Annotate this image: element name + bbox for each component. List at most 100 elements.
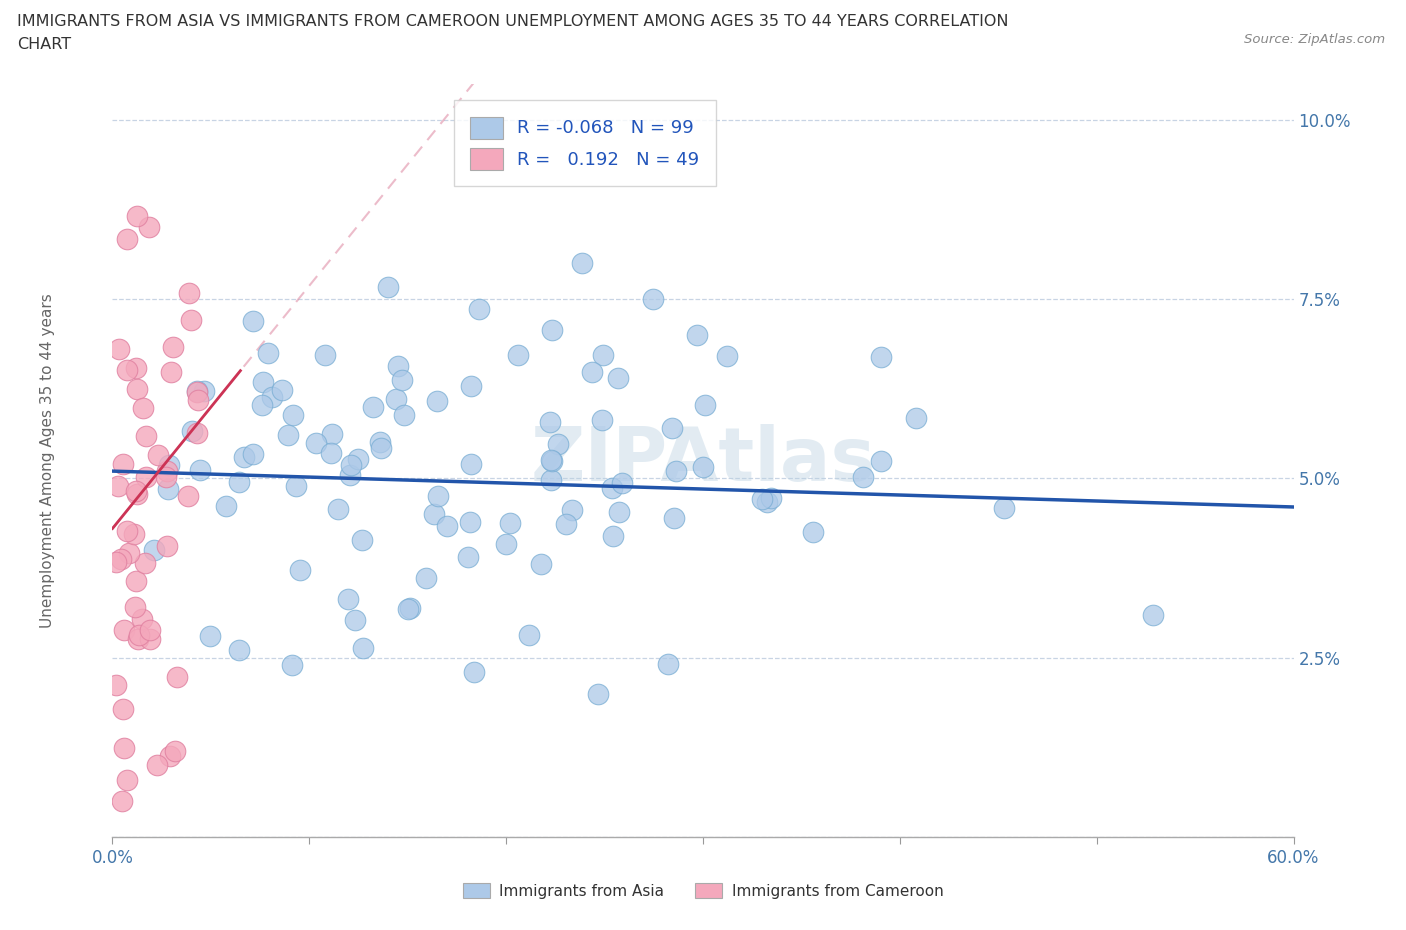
Point xyxy=(665,463,688,478)
Point xyxy=(1142,607,1164,622)
Point xyxy=(252,374,274,389)
Text: Source: ZipAtlas.com: Source: ZipAtlas.com xyxy=(1244,33,1385,46)
Point xyxy=(242,446,264,461)
Point xyxy=(385,392,408,406)
Point xyxy=(163,743,186,758)
Text: ZIPAtlas: ZIPAtlas xyxy=(530,424,876,497)
Point xyxy=(156,538,179,553)
Point xyxy=(540,472,562,487)
Point xyxy=(270,382,292,397)
Point xyxy=(115,363,138,378)
Point xyxy=(458,514,481,529)
Point xyxy=(186,425,208,440)
Point xyxy=(561,502,583,517)
Text: CHART: CHART xyxy=(17,37,70,52)
Point xyxy=(693,397,716,412)
Point xyxy=(142,543,165,558)
Point xyxy=(751,492,773,507)
Point xyxy=(112,622,135,637)
Point xyxy=(215,498,238,513)
Point xyxy=(135,470,157,485)
Point xyxy=(177,488,200,503)
Point xyxy=(186,384,208,399)
Point xyxy=(591,412,613,427)
Point xyxy=(138,219,160,234)
Point xyxy=(340,458,363,472)
Point xyxy=(352,640,374,655)
Point xyxy=(260,390,283,405)
Point xyxy=(463,664,485,679)
Legend: Immigrants from Asia, Immigrants from Cameroon: Immigrants from Asia, Immigrants from Ca… xyxy=(457,876,949,905)
Point xyxy=(716,349,738,364)
Point xyxy=(108,341,131,356)
Point xyxy=(436,519,458,534)
Point xyxy=(159,749,181,764)
Point xyxy=(157,458,180,472)
Point xyxy=(581,365,603,379)
Point xyxy=(127,631,149,646)
Point xyxy=(993,500,1015,515)
Point xyxy=(124,600,146,615)
Point xyxy=(586,686,609,701)
Point xyxy=(277,428,299,443)
Point xyxy=(115,772,138,787)
Point xyxy=(198,629,221,644)
Point xyxy=(529,556,551,571)
Point xyxy=(347,451,370,466)
Point xyxy=(139,631,162,646)
Point xyxy=(115,524,138,538)
Point xyxy=(288,562,311,577)
Point xyxy=(460,379,482,393)
Point xyxy=(387,359,409,374)
Point xyxy=(370,441,392,456)
Point xyxy=(110,551,132,566)
Point xyxy=(156,464,179,479)
Point xyxy=(188,462,211,477)
Point xyxy=(160,365,183,379)
Point xyxy=(181,423,204,438)
Point xyxy=(305,435,328,450)
Point xyxy=(756,494,779,509)
Point xyxy=(377,280,399,295)
Point xyxy=(135,429,157,444)
Point xyxy=(131,612,153,627)
Point xyxy=(321,427,343,442)
Point xyxy=(146,758,169,773)
Point xyxy=(112,740,135,755)
Point xyxy=(607,371,630,386)
Point xyxy=(134,556,156,571)
Point xyxy=(285,479,308,494)
Point xyxy=(125,360,148,375)
Point xyxy=(460,457,482,472)
Point xyxy=(761,490,783,505)
Point xyxy=(607,504,630,519)
Point xyxy=(128,628,150,643)
Point xyxy=(148,447,170,462)
Point xyxy=(339,468,361,483)
Point xyxy=(801,525,824,539)
Point xyxy=(321,445,343,460)
Point xyxy=(415,571,437,586)
Point xyxy=(423,506,446,521)
Point xyxy=(457,550,479,565)
Point xyxy=(118,545,141,560)
Point xyxy=(869,350,891,365)
Point xyxy=(904,410,927,425)
Point xyxy=(571,256,593,271)
Point xyxy=(125,573,148,588)
Point xyxy=(392,407,415,422)
Point xyxy=(228,474,250,489)
Point xyxy=(540,453,562,468)
Point xyxy=(250,398,273,413)
Point xyxy=(104,678,127,693)
Point xyxy=(337,591,360,606)
Point xyxy=(692,459,714,474)
Point xyxy=(157,482,180,497)
Point xyxy=(468,301,491,316)
Point xyxy=(281,407,304,422)
Point xyxy=(495,537,517,551)
Point xyxy=(852,470,875,485)
Point xyxy=(281,658,304,672)
Point xyxy=(132,401,155,416)
Point xyxy=(187,392,209,407)
